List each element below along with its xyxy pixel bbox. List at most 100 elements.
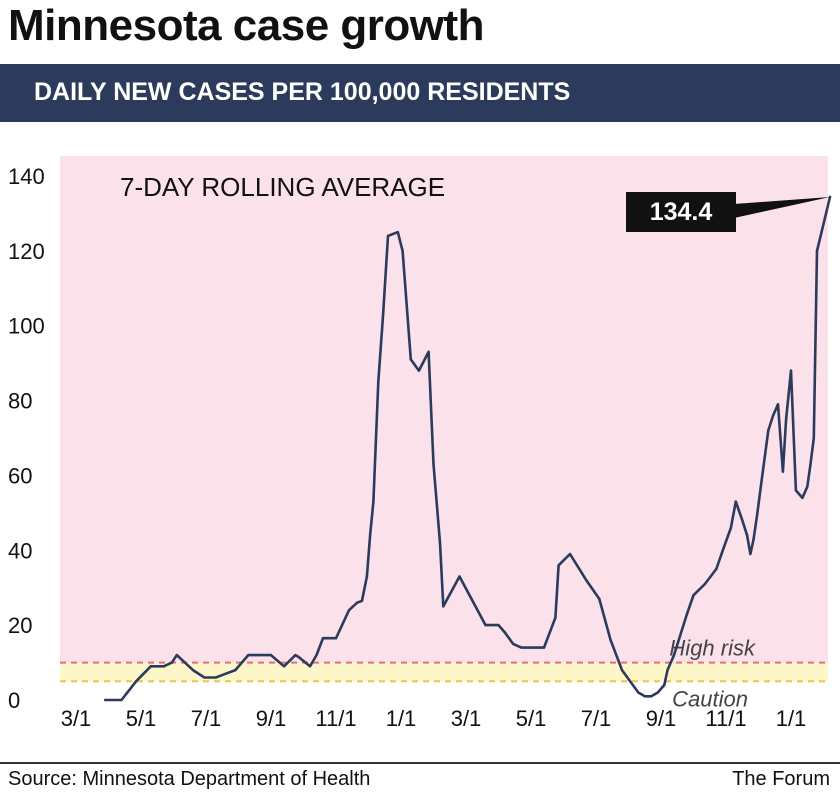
data-point xyxy=(191,668,195,672)
data-point xyxy=(741,519,744,522)
data-point xyxy=(365,575,369,578)
y-tick-label: 140 xyxy=(8,164,45,189)
data-point xyxy=(203,676,206,679)
data-point xyxy=(315,653,318,657)
data-point xyxy=(224,672,227,675)
data-point xyxy=(256,653,260,657)
data-point xyxy=(643,695,646,698)
source-note: Source: Minnesota Department of Health xyxy=(8,768,371,790)
data-point xyxy=(484,623,487,627)
data-point xyxy=(609,638,612,642)
data-point xyxy=(767,429,770,432)
data-point xyxy=(432,463,435,466)
x-tick-label: 5/1 xyxy=(516,706,547,731)
data-point xyxy=(542,646,546,649)
caution-band xyxy=(60,662,828,682)
data-point xyxy=(557,564,560,567)
x-tick-label: 9/1 xyxy=(646,706,677,731)
chart-inner-title: 7-DAY ROLLING AVERAGE xyxy=(120,172,445,202)
data-point xyxy=(282,665,286,668)
data-point xyxy=(812,436,815,440)
plot-area xyxy=(60,156,828,678)
data-point xyxy=(368,534,372,537)
data-point xyxy=(355,601,359,604)
data-point xyxy=(672,653,676,657)
plot-background-layer xyxy=(60,156,828,682)
data-point xyxy=(458,575,461,578)
data-point xyxy=(771,414,775,417)
data-point xyxy=(328,637,331,640)
data-point xyxy=(149,665,152,668)
data-point xyxy=(692,594,695,597)
data-point xyxy=(752,537,755,541)
data-point xyxy=(598,597,601,601)
data-point xyxy=(828,195,832,199)
data-point xyxy=(377,380,380,384)
x-tick-label: 7/1 xyxy=(581,706,612,731)
data-point xyxy=(503,631,507,634)
data-point xyxy=(162,665,165,668)
data-point xyxy=(729,526,733,530)
data-point xyxy=(442,605,445,608)
annotation-layer: 134.4 xyxy=(626,192,830,232)
x-tick-label: 3/1 xyxy=(451,706,482,731)
data-point xyxy=(794,489,798,492)
data-point xyxy=(666,668,669,672)
data-point xyxy=(247,653,250,657)
data-point xyxy=(663,683,666,687)
callout-box xyxy=(626,192,736,232)
data-point xyxy=(511,642,515,646)
data-point xyxy=(734,500,737,503)
data-point xyxy=(685,612,689,616)
data-point xyxy=(650,695,653,698)
data-point xyxy=(170,661,174,664)
y-tick-label: 40 xyxy=(8,538,32,563)
subtitle-banner: DAILY NEW CASES PER 100,000 RESIDENTS xyxy=(0,64,840,122)
data-point xyxy=(401,249,404,253)
data-point xyxy=(427,350,430,354)
data-point xyxy=(568,552,572,556)
caution-label: Caution xyxy=(672,686,748,711)
data-point xyxy=(809,463,812,466)
x-tick-label: 11/1 xyxy=(705,706,746,731)
data-point xyxy=(334,637,338,640)
data-point xyxy=(417,369,421,372)
data-point xyxy=(637,691,640,694)
x-tick-label: 5/1 xyxy=(126,706,157,731)
data-point xyxy=(321,637,325,640)
y-tick-label: 20 xyxy=(8,613,32,638)
high-risk-label: High risk xyxy=(669,636,756,661)
data-point xyxy=(554,616,557,619)
data-point xyxy=(755,515,759,518)
series-layer xyxy=(104,195,832,702)
data-point xyxy=(745,534,749,537)
data-point xyxy=(134,680,138,683)
data-point xyxy=(104,698,107,702)
data-point xyxy=(386,234,390,238)
data-point xyxy=(214,676,217,679)
data-point xyxy=(294,653,297,657)
x-tick-label: 1/1 xyxy=(386,706,417,731)
x-tick-label: 11/1 xyxy=(315,706,356,731)
data-point xyxy=(531,646,534,649)
chart-subtitle: DAILY NEW CASES PER 100,000 RESIDENTS xyxy=(34,78,571,106)
data-point xyxy=(497,623,500,627)
axis-layer: 0 20 40 60 80 100 120 140 3/1 5/1 7/1 9/1 11/1 1/1 3/1… xyxy=(8,164,806,731)
data-point xyxy=(749,552,752,556)
line-chart: High risk Caution 0 20 40 60 80 100 120 140 3/1 5/… xyxy=(8,156,832,731)
data-point xyxy=(620,668,624,672)
data-point xyxy=(784,418,788,421)
data-point xyxy=(381,313,385,316)
data-point xyxy=(120,698,123,702)
data-point xyxy=(347,608,351,612)
y-tick-label: 80 xyxy=(8,389,32,414)
data-point xyxy=(438,541,442,544)
x-tick-label: 9/1 xyxy=(256,706,287,731)
data-point xyxy=(806,485,809,488)
data-point xyxy=(715,567,718,571)
data-point xyxy=(297,655,300,659)
data-point xyxy=(789,369,793,372)
data-point xyxy=(760,477,763,481)
data-point xyxy=(656,691,659,694)
footer-divider xyxy=(0,762,840,764)
